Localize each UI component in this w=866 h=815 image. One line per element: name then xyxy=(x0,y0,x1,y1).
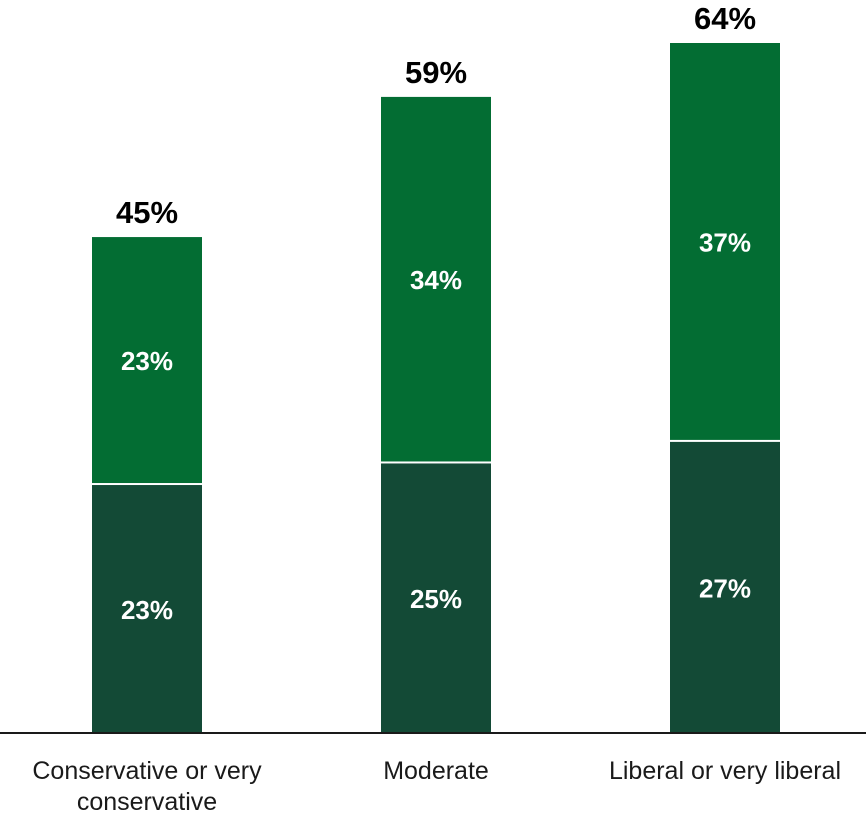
category-labels-group: Conservative or very conservative Moderate… xyxy=(32,757,841,815)
segment-value-label: 37% xyxy=(699,227,751,257)
segment-value-label: 23% xyxy=(121,346,173,376)
segment-value-label: 27% xyxy=(699,573,751,603)
bar-segment-top-2 xyxy=(670,43,780,440)
bar-segment-bottom-1 xyxy=(381,463,491,733)
bar-segment-bottom-2 xyxy=(670,441,780,733)
bar-segment-top-1 xyxy=(381,96,491,462)
bar-total-label: 45% xyxy=(116,195,178,230)
total-labels-group: 45% 59% 64% xyxy=(116,1,756,230)
segment-value-label: 23% xyxy=(121,595,173,625)
category-label: conservative xyxy=(77,788,217,815)
category-label: Liberal or very liberal xyxy=(609,757,841,785)
category-label: Conservative or very xyxy=(32,757,262,785)
category-label: Moderate xyxy=(383,757,489,785)
bar-total-label: 64% xyxy=(694,1,756,36)
segment-value-label: 34% xyxy=(410,265,462,295)
bar-total-label: 59% xyxy=(405,55,467,90)
segment-labels-group: 23% 23% 25% 34% 27% 37% xyxy=(121,227,751,625)
bar-segment-top-0 xyxy=(92,237,202,484)
bars-group xyxy=(92,43,780,733)
bar-segment-bottom-0 xyxy=(92,485,202,733)
segment-value-label: 25% xyxy=(410,584,462,614)
